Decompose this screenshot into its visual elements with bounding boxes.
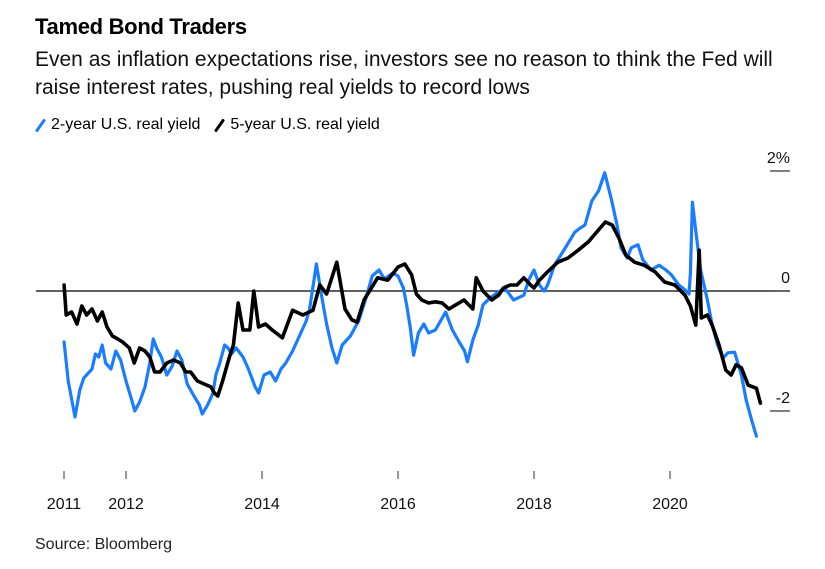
chart-subtitle: Even as inflation expectations rise, inv… (35, 48, 773, 99)
y-tick-label: 0 (781, 270, 790, 287)
legend-label-5-year: 5-year U.S. real yield (230, 116, 380, 133)
legend: 2-year U.S. real yield 5-year U.S. real … (34, 116, 394, 134)
x-tick-label: 2012 (108, 496, 144, 513)
y-tick-label: 2% (767, 150, 790, 167)
legend-item-5-year: 5-year U.S. real yield (214, 116, 380, 134)
x-tick-label: 2016 (380, 496, 416, 513)
series-layer (62, 171, 763, 438)
legend-item-2-year: 2-year U.S. real yield (34, 116, 201, 134)
y-axis: 2% 0 -2 (767, 150, 790, 412)
source-note: Source: Bloomberg (35, 536, 172, 553)
legend-label-2-year: 2-year U.S. real yield (51, 116, 201, 133)
series-line-5-year (62, 220, 763, 406)
x-tick-label: 2018 (516, 496, 552, 513)
series-line-2-year (62, 171, 759, 438)
x-axis: 2011 2012 2014 2016 2018 2020 (47, 471, 688, 513)
x-tick-label: 2014 (244, 496, 280, 513)
y-tick-label: -2 (776, 390, 790, 407)
chart-title: Tamed Bond Traders (35, 14, 247, 39)
x-tick-label: 2020 (652, 496, 688, 513)
x-tick-label: 2011 (47, 496, 82, 513)
